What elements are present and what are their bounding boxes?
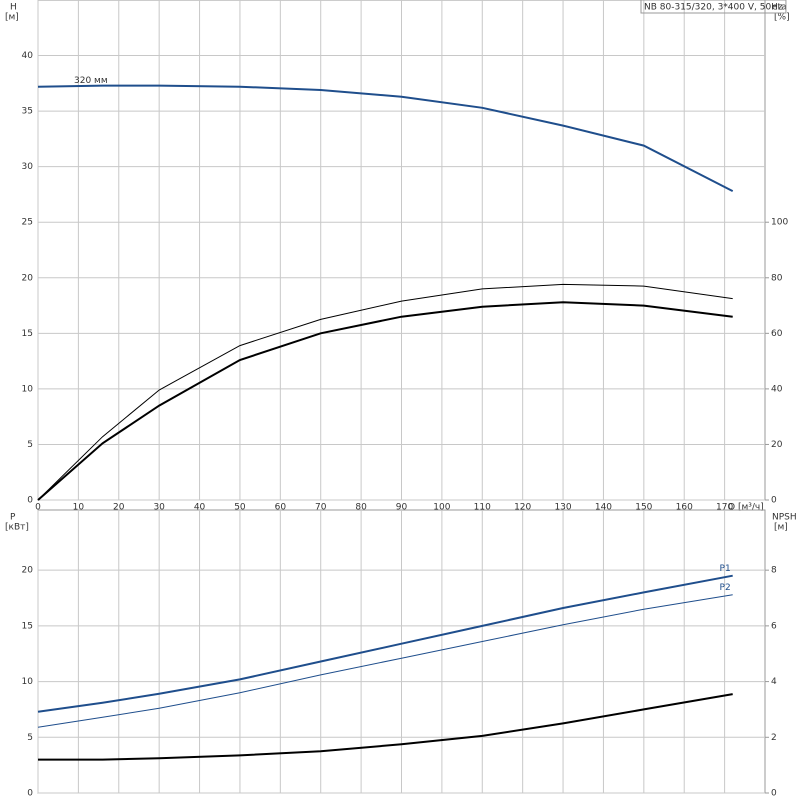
series-label: P2 — [720, 583, 731, 593]
y2-tick-label: 100 — [771, 218, 788, 228]
chart-title: NB 80-315/320, 3*400 V, 50Hz — [644, 3, 783, 13]
y-tick-label: 20 — [22, 273, 34, 283]
y2-tick-label: 0 — [771, 496, 777, 506]
x-tick-label: 10 — [73, 503, 85, 513]
x-tick-label: 30 — [153, 503, 165, 513]
y-axis-label: P — [10, 513, 16, 523]
x-tick-label: 20 — [113, 503, 125, 513]
series-line — [37, 301, 733, 501]
y-axis-label: H — [10, 3, 17, 13]
y-tick-label: 30 — [22, 162, 34, 172]
y2-axis-unit: [м] — [774, 523, 788, 533]
y2-axis-label: eta — [772, 3, 787, 13]
series-line — [38, 693, 733, 761]
x-tick-label: 50 — [234, 503, 246, 513]
series-line — [37, 594, 733, 728]
y-tick-label: 5 — [27, 733, 33, 743]
x-tick-label: 170 — [716, 503, 733, 513]
y2-axis-unit: [%] — [774, 13, 790, 23]
y2-tick-label: 0 — [771, 789, 777, 799]
y2-tick-label: 6 — [771, 621, 777, 631]
x-tick-label: 60 — [275, 503, 287, 513]
y-tick-label: 20 — [22, 566, 34, 576]
y2-tick-label: 20 — [771, 440, 783, 450]
y-tick-label: 10 — [22, 677, 34, 687]
x-tick-label: 120 — [514, 503, 531, 513]
y2-axis-label: NPSH — [772, 513, 797, 523]
x-axis-label: Q [м³/ч] — [728, 503, 764, 513]
x-tick-label: 70 — [315, 503, 327, 513]
y-tick-label: 35 — [22, 107, 33, 117]
y2-tick-label: 2 — [771, 733, 777, 743]
series-line — [37, 574, 733, 713]
x-tick-label: 80 — [355, 503, 367, 513]
y-tick-label: 5 — [27, 440, 33, 450]
x-tick-label: 130 — [554, 503, 571, 513]
y-tick-label: 0 — [27, 789, 33, 799]
y-axis-unit: [м] — [5, 13, 19, 23]
x-tick-label: 100 — [433, 503, 450, 513]
y2-tick-label: 60 — [771, 329, 783, 339]
y-tick-label: 40 — [22, 51, 34, 61]
series-label: P1 — [720, 564, 731, 574]
title-box — [640, 0, 787, 14]
y2-tick-label: 80 — [771, 273, 783, 283]
y-tick-label: 15 — [22, 329, 33, 339]
y-tick-label: 25 — [22, 218, 33, 228]
y2-tick-label: 40 — [771, 384, 783, 394]
y-tick-label: 10 — [22, 384, 34, 394]
series-label: 320 мм — [74, 76, 108, 86]
x-tick-label: 90 — [396, 503, 408, 513]
y2-tick-label: 4 — [771, 677, 777, 687]
x-tick-label: 110 — [474, 503, 491, 513]
y-tick-label: 15 — [22, 621, 33, 631]
x-tick-label: 140 — [595, 503, 612, 513]
y-tick-label: 0 — [27, 496, 33, 506]
x-tick-label: 40 — [194, 503, 206, 513]
y-axis-unit: [кВт] — [5, 523, 29, 533]
series-line — [37, 283, 733, 501]
series-line — [37, 84, 734, 192]
x-tick-label: 160 — [676, 503, 693, 513]
x-tick-label: 150 — [635, 503, 652, 513]
x-tick-label: 0 — [35, 503, 41, 513]
y2-tick-label: 8 — [771, 566, 777, 576]
